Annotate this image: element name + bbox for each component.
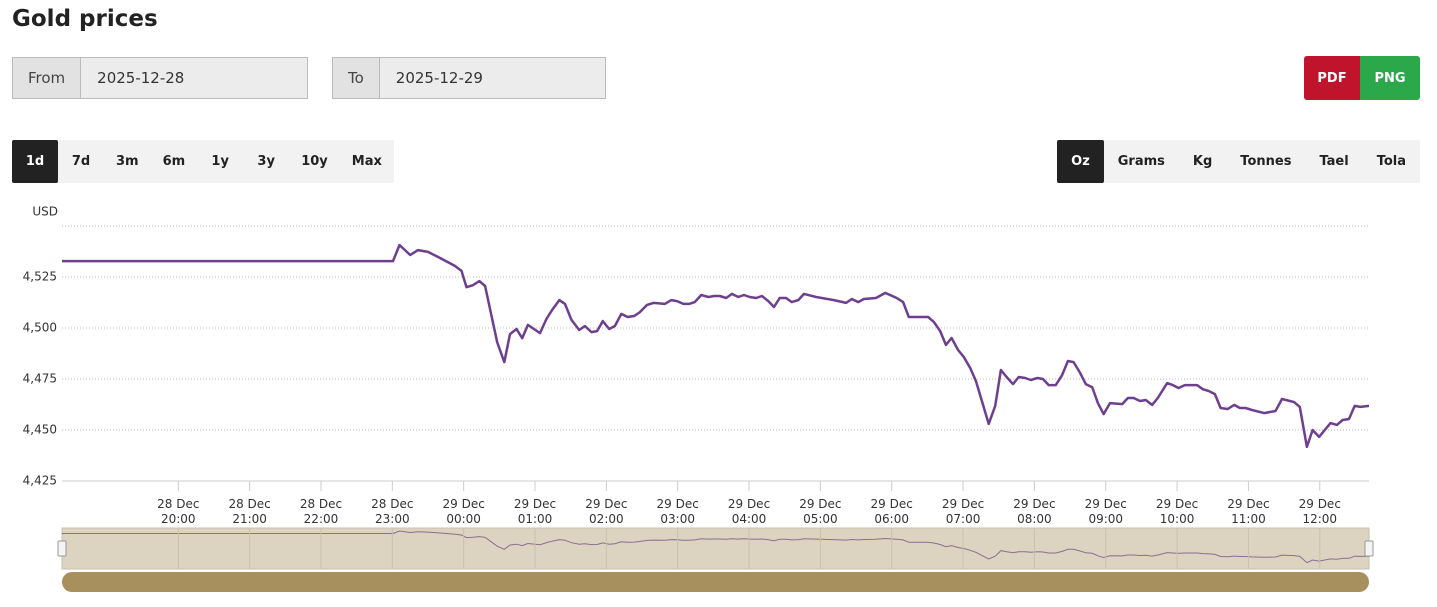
y-tick-label: 4,500 <box>23 321 57 335</box>
x-tick-label: 29 Dec 11:00 <box>1227 497 1270 526</box>
from-label: From <box>13 58 82 98</box>
x-tick-label: 28 Dec 20:00 <box>157 497 200 526</box>
x-tick-label: 29 Dec 09:00 <box>1084 497 1127 526</box>
x-tick-label: 29 Dec 05:00 <box>799 497 842 526</box>
navigator <box>61 527 1370 570</box>
unit-button[interactable]: Tael <box>1319 154 1349 169</box>
x-tick-label: 29 Dec 03:00 <box>656 497 699 526</box>
period-button[interactable]: 3m <box>116 154 139 169</box>
scrollbar[interactable] <box>62 572 1369 592</box>
x-tick-label: 29 Dec 02:00 <box>585 497 628 526</box>
unit-button[interactable]: Tonnes <box>1240 154 1292 169</box>
price-line <box>62 243 1370 449</box>
to-value[interactable]: 2025-12-29 <box>395 69 483 87</box>
x-tick-label: 29 Dec 00:00 <box>442 497 485 526</box>
x-tick-label: 29 Dec 12:00 <box>1298 497 1341 526</box>
y-tick-label: 4,425 <box>23 474 57 488</box>
x-tick-label: 29 Dec 04:00 <box>727 497 771 526</box>
x-tick-label: 29 Dec 10:00 <box>1155 497 1199 526</box>
period-button[interactable]: 7d <box>71 154 91 169</box>
to-label: To <box>333 58 380 98</box>
period-button[interactable]: 1y <box>211 154 229 169</box>
x-tick-label: 29 Dec 01:00 <box>513 497 557 526</box>
period-button[interactable]: 3y <box>257 154 275 169</box>
unit-button[interactable]: Tola <box>1376 154 1406 169</box>
unit-selector: Oz Grams Kg Tonnes Tael Tola <box>1057 140 1420 183</box>
y-tick-label: 4,525 <box>23 270 57 284</box>
period-button[interactable]: 1d <box>12 140 58 183</box>
pdf-button[interactable]: PDF <box>1304 56 1360 100</box>
unit-button[interactable]: Kg <box>1192 154 1213 169</box>
period-button[interactable]: Max <box>351 154 382 169</box>
period-button[interactable]: 10y <box>301 154 328 169</box>
x-tick-label: 28 Dec 23:00 <box>371 497 414 526</box>
page-title: Gold prices <box>12 6 158 32</box>
y-tick-label: 4,475 <box>23 372 57 386</box>
x-tick-label: 29 Dec 08:00 <box>1013 497 1056 526</box>
x-tick-label: 28 Dec 21:00 <box>228 497 271 526</box>
from-field[interactable]: From 2025-12-28 <box>12 57 308 99</box>
from-value[interactable]: 2025-12-28 <box>97 69 185 87</box>
y-tick-label: 4,450 <box>23 423 57 437</box>
navigator-handle[interactable] <box>1364 540 1374 557</box>
to-field[interactable]: To 2025-12-29 <box>332 57 606 99</box>
navigator-line <box>62 530 1370 564</box>
x-tick-label: 28 Dec 22:00 <box>299 497 343 526</box>
x-tick-label: 29 Dec 06:00 <box>870 497 913 526</box>
unit-button[interactable]: Grams <box>1117 154 1165 169</box>
x-tick-label: 29 Dec 07:00 <box>941 497 985 526</box>
unit-button[interactable]: Oz <box>1057 140 1104 183</box>
period-selector: 1d 7d 3m 6m 1y 3y 10y Max <box>12 140 394 183</box>
png-button[interactable]: PNG <box>1360 56 1420 100</box>
y-axis-label: USD <box>32 205 58 219</box>
period-button[interactable]: 6m <box>162 154 186 169</box>
navigator-handle[interactable] <box>57 540 67 557</box>
